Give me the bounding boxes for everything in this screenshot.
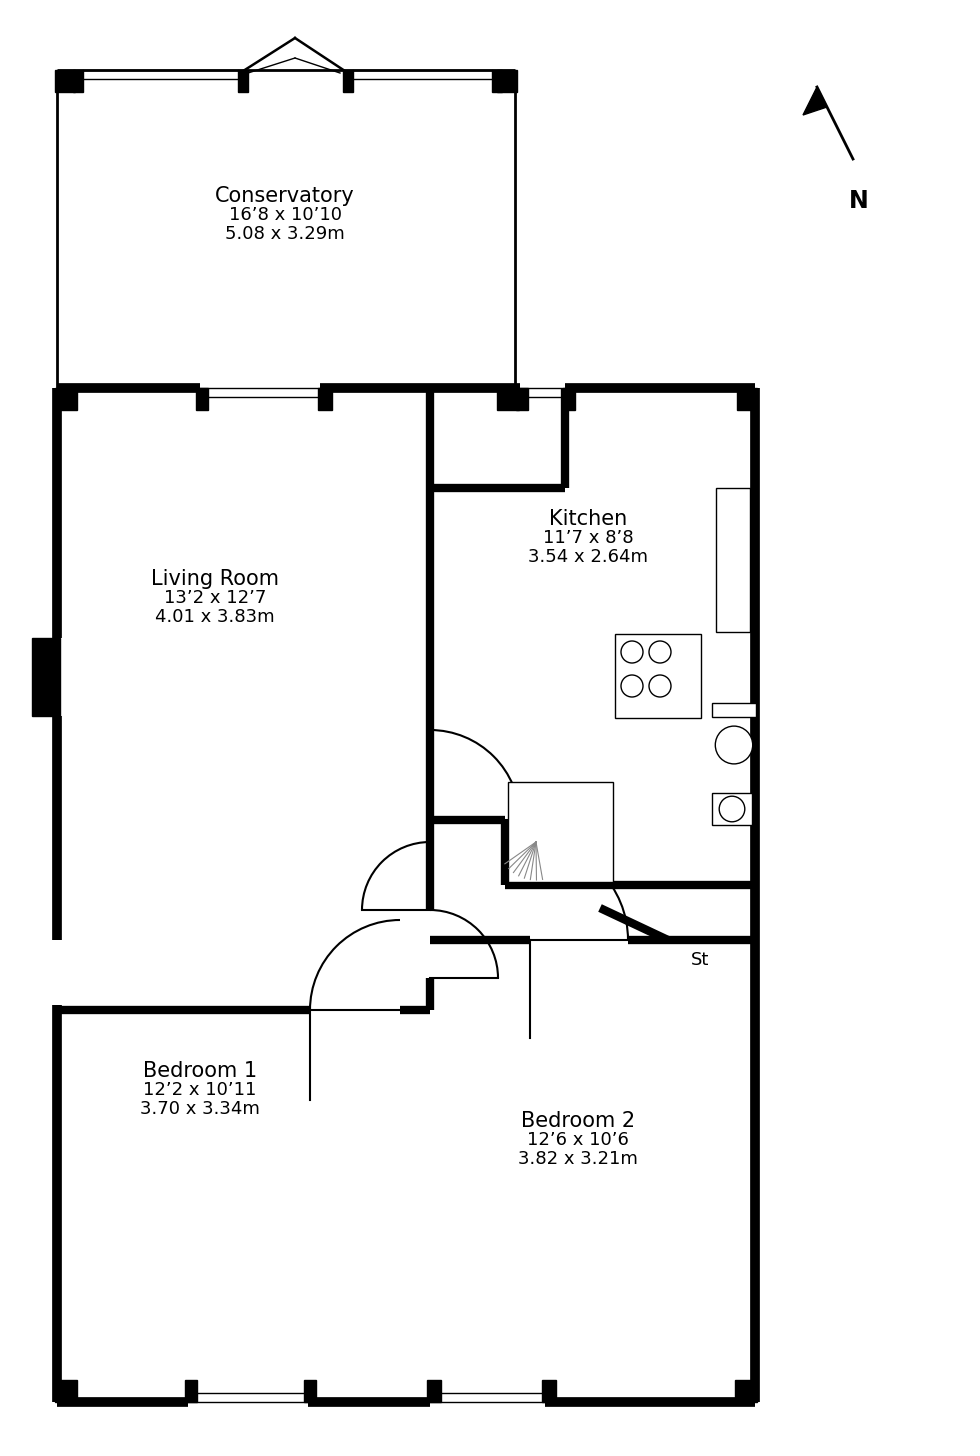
Bar bbox=[32, 638, 60, 716]
Circle shape bbox=[719, 796, 745, 821]
Text: N: N bbox=[849, 189, 869, 213]
Bar bbox=[615, 633, 701, 718]
Text: 5.08 x 3.29m: 5.08 x 3.29m bbox=[225, 226, 345, 243]
Text: 13’2 x 12’7: 13’2 x 12’7 bbox=[164, 590, 267, 607]
Bar bbox=[55, 387, 77, 411]
Text: 12’6 x 10’6: 12’6 x 10’6 bbox=[527, 1131, 629, 1149]
Text: Kitchen: Kitchen bbox=[549, 510, 627, 529]
Text: Living Room: Living Room bbox=[151, 569, 279, 590]
Bar bbox=[55, 70, 75, 92]
Text: 3.82 x 3.21m: 3.82 x 3.21m bbox=[518, 1150, 638, 1168]
Bar bbox=[542, 1380, 556, 1402]
Bar bbox=[497, 70, 517, 92]
Bar bbox=[427, 1380, 441, 1402]
Bar bbox=[185, 1380, 197, 1402]
Bar bbox=[516, 387, 528, 411]
Text: Bedroom 2: Bedroom 2 bbox=[521, 1111, 635, 1131]
Bar bbox=[508, 782, 613, 882]
Bar bbox=[304, 1380, 316, 1402]
Bar bbox=[73, 70, 83, 92]
Bar bbox=[55, 1380, 77, 1402]
Bar bbox=[318, 387, 332, 411]
Bar bbox=[737, 387, 757, 411]
Text: 12’2 x 10’11: 12’2 x 10’11 bbox=[143, 1080, 257, 1099]
Circle shape bbox=[621, 676, 643, 697]
Circle shape bbox=[649, 676, 671, 697]
Circle shape bbox=[649, 641, 671, 662]
Text: 16’8 x 10’10: 16’8 x 10’10 bbox=[228, 205, 341, 224]
Text: 3.54 x 2.64m: 3.54 x 2.64m bbox=[528, 547, 648, 566]
Bar bbox=[497, 387, 519, 411]
Bar bbox=[196, 387, 208, 411]
Text: 3.70 x 3.34m: 3.70 x 3.34m bbox=[140, 1099, 260, 1118]
Bar bbox=[492, 70, 502, 92]
Bar bbox=[563, 387, 575, 411]
Text: Bedroom 1: Bedroom 1 bbox=[143, 1061, 257, 1080]
Polygon shape bbox=[803, 87, 827, 115]
Bar bbox=[238, 70, 248, 92]
Bar bbox=[716, 488, 750, 632]
Bar bbox=[735, 1380, 757, 1402]
Ellipse shape bbox=[715, 727, 753, 764]
Text: 4.01 x 3.83m: 4.01 x 3.83m bbox=[155, 609, 274, 626]
Text: 11’7 x 8’8: 11’7 x 8’8 bbox=[543, 529, 633, 547]
Text: Conservatory: Conservatory bbox=[216, 186, 355, 205]
Bar bbox=[343, 70, 353, 92]
Bar bbox=[712, 794, 752, 826]
Bar bbox=[712, 703, 756, 716]
Text: St: St bbox=[691, 951, 710, 970]
Circle shape bbox=[621, 641, 643, 662]
